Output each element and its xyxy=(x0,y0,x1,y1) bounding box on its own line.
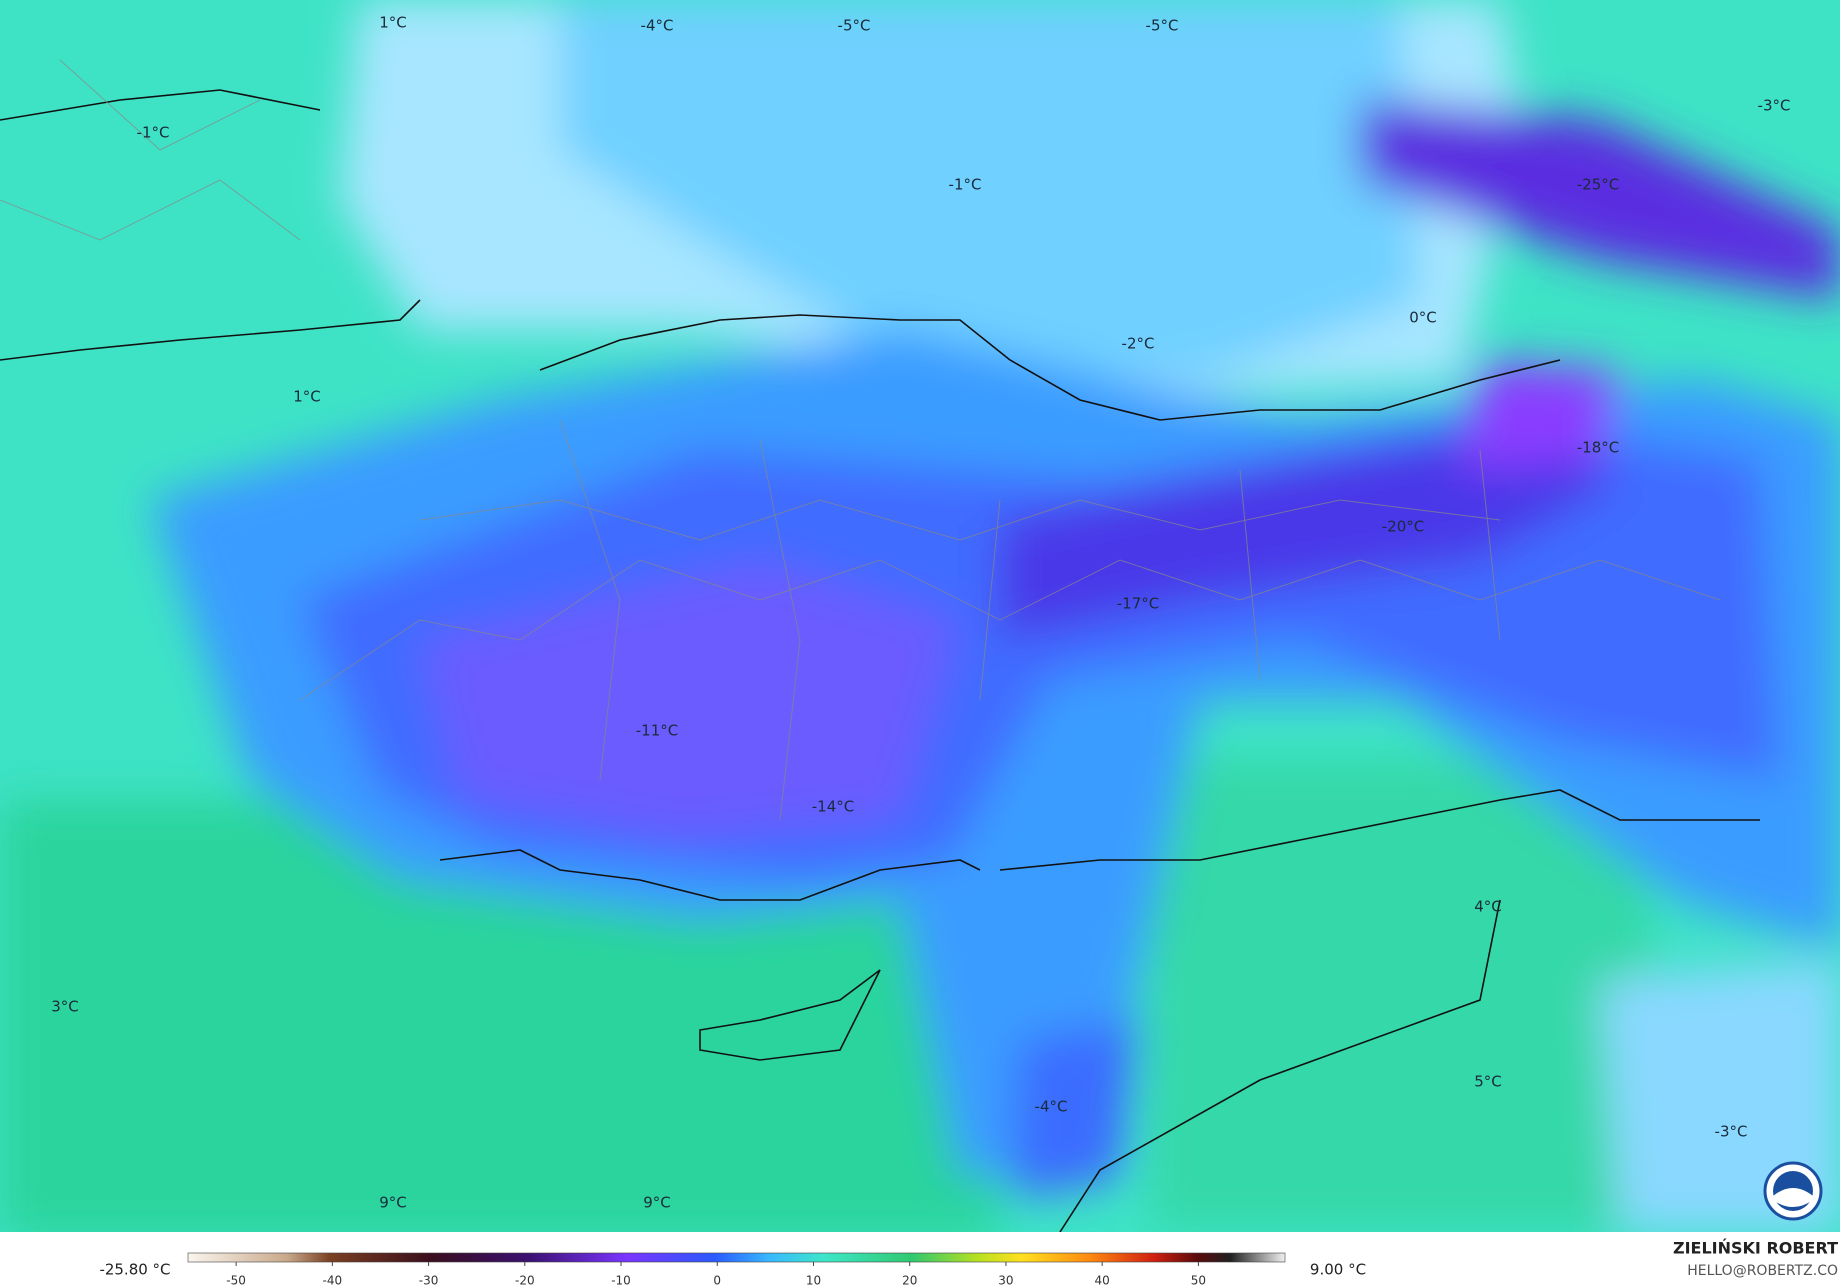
temperature-label: 1°C xyxy=(293,388,321,406)
temperature-label: 9°C xyxy=(643,1194,671,1212)
temperature-label: -3°C xyxy=(1715,1123,1748,1141)
temperature-label: -2°C xyxy=(1122,335,1155,353)
credit-email: HELLO@ROBERTZ.CO xyxy=(1687,1263,1838,1279)
temperature-label: -17°C xyxy=(1117,595,1159,613)
colorbar-tick-label: 0 xyxy=(713,1274,721,1287)
colorbar-tick-label: -40 xyxy=(323,1274,343,1287)
colorbar-tick-label: 20 xyxy=(902,1274,917,1287)
temperature-label: -1°C xyxy=(137,124,170,142)
temperature-label: -5°C xyxy=(1146,17,1179,35)
temperature-label: -1°C xyxy=(949,176,982,194)
colorbar-tick-label: -20 xyxy=(515,1274,535,1287)
temperature-label: -18°C xyxy=(1577,439,1619,457)
temperature-label: -20°C xyxy=(1382,518,1424,536)
legend-min: -25.80 °C xyxy=(99,1261,170,1279)
temperature-label: -14°C xyxy=(812,798,854,816)
colorbar xyxy=(187,1252,1286,1263)
temperature-label: 1°C xyxy=(379,14,407,32)
colorbar-tick-label: -10 xyxy=(611,1274,631,1287)
credit-author: ZIELIŃSKI ROBERT xyxy=(1673,1239,1838,1258)
colorbar-tick-label: 10 xyxy=(806,1274,821,1287)
temperature-label: 9°C xyxy=(379,1194,407,1212)
colorbar-tick-label: 30 xyxy=(998,1274,1013,1287)
temperature-label: 0°C xyxy=(1409,309,1437,327)
temperature-label: 5°C xyxy=(1474,1073,1502,1091)
noaa-logo xyxy=(1763,1161,1823,1221)
temperature-label: -11°C xyxy=(636,722,678,740)
legend: -25.80 °C 9.00 °C -50 -40 -30 -20 -10 0 10 20 30… xyxy=(99,1252,1366,1287)
colorbar-tick-label: 40 xyxy=(1095,1274,1110,1287)
colorbar-tick-label: -50 xyxy=(226,1274,246,1287)
colorbar-tick-label: -30 xyxy=(419,1274,439,1287)
legend-max: 9.00 °C xyxy=(1310,1261,1366,1279)
temperature-label: -5°C xyxy=(838,17,871,35)
colorbar-tick-label: 50 xyxy=(1191,1274,1206,1287)
temperature-label: -25°C xyxy=(1577,176,1619,194)
temperature-label: 3°C xyxy=(51,998,79,1016)
temperature-label: -4°C xyxy=(1035,1098,1068,1116)
temperature-label: -3°C xyxy=(1758,97,1791,115)
map: 1°C -4°C -5°C -5°C -3°C -1°C -1°C -25°C 0°C -2°C 1… xyxy=(0,0,1840,1232)
temperature-label: -4°C xyxy=(641,17,674,35)
temperature-label: 4°C xyxy=(1474,898,1502,916)
